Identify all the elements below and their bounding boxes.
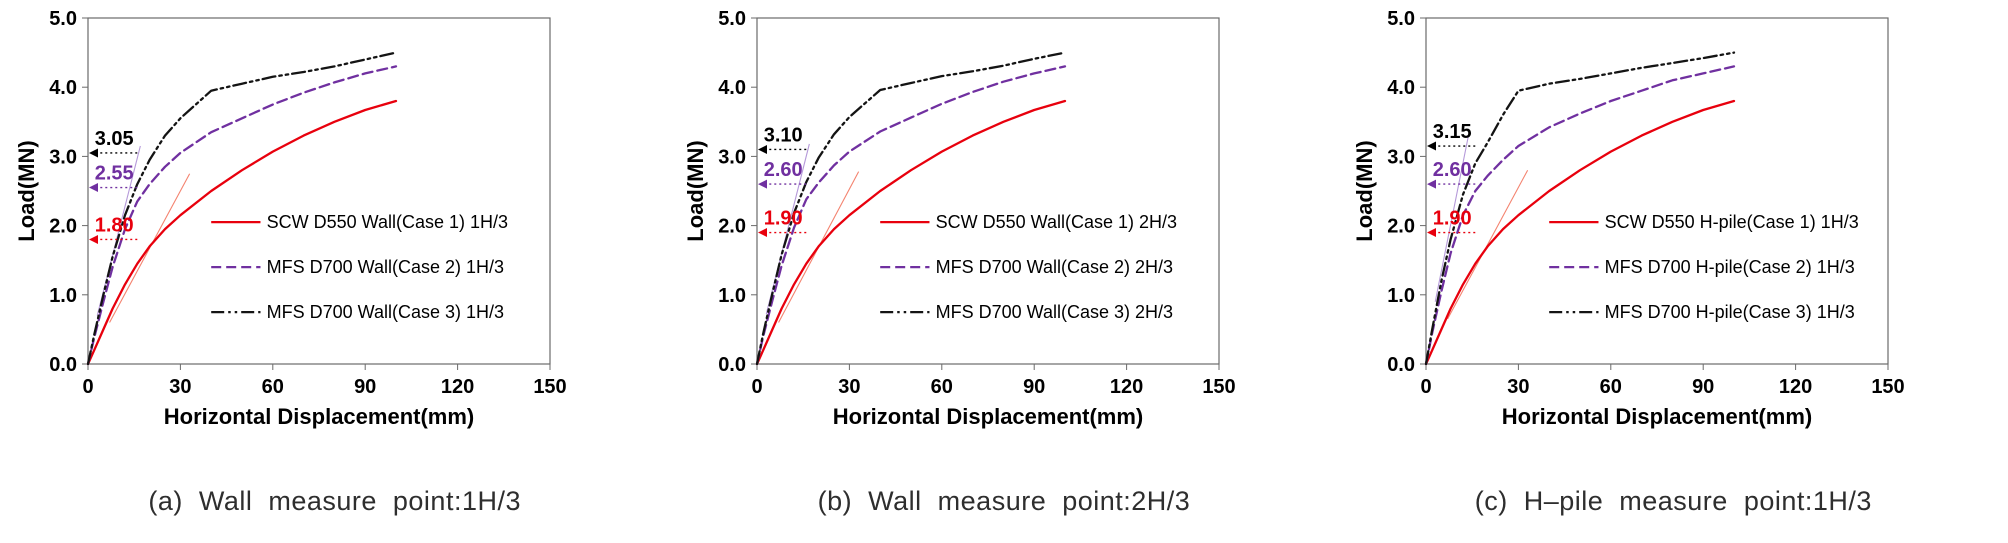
x-tick-label: 90	[1692, 376, 1714, 398]
y-tick-label: 2.0	[718, 216, 746, 238]
guide-line	[1435, 132, 1470, 302]
series-line	[86, 99, 397, 366]
guide-line	[1447, 169, 1529, 320]
series-line	[1425, 99, 1736, 366]
y-tick-label: 0.0	[718, 354, 746, 376]
y-tick-label: 0.0	[49, 354, 77, 376]
figure-panel-a: 0 30 60 90 120 150 0.0 1.0 2.0 3.0 4.0 5.0 Horizonta…	[0, 0, 669, 543]
chart-svg: 0 30 60 90 120 150 0.0 1.0 2.0 3.0 4.0 5.0 Horizonta…	[683, 8, 1236, 429]
annotation-arrowhead	[757, 179, 767, 189]
annotation-arrowhead	[757, 144, 767, 154]
y-tick-label: 4.0	[49, 77, 77, 99]
chart-svg: 0 30 60 90 120 150 0.0 1.0 2.0 3.0 4.0 5.0 Horizonta…	[1352, 8, 1905, 429]
annotation-label: 2.60	[764, 159, 803, 181]
annotation-arrowhead	[1427, 228, 1437, 238]
y-tick-label: 2.0	[1388, 216, 1416, 238]
legend-label: SCW D550 Wall(Case 1) 1H/3	[266, 212, 507, 232]
annotation-label: 2.55	[94, 163, 133, 185]
annotation-arrowhead	[1427, 179, 1437, 189]
x-tick-label: 0	[1421, 376, 1432, 398]
x-tick-label: 30	[838, 376, 860, 398]
y-tick-label: 5.0	[49, 8, 77, 30]
y-tick-label: 1.0	[49, 285, 77, 307]
chart-a: 0 30 60 90 120 150 0.0 1.0 2.0 3.0 4.0 5.0 Horizonta…	[10, 4, 660, 454]
y-tick-label: 0.0	[1388, 354, 1416, 376]
x-tick-label: 150	[533, 376, 566, 398]
caption-a: (a) Wall measure point:1H/3	[148, 486, 521, 516]
chart-svg: 0 30 60 90 120 150 0.0 1.0 2.0 3.0 4.0 5.0 Horizonta…	[14, 8, 567, 429]
x-tick-label: 150	[1202, 376, 1235, 398]
series-line	[1425, 65, 1736, 366]
annotation-arrowhead	[1427, 141, 1437, 151]
legend-label: MFS D700 H-pile(Case 2) 1H/3	[1605, 257, 1855, 277]
x-tick-label: 90	[1023, 376, 1045, 398]
y-tick-label: 3.0	[718, 146, 746, 168]
x-tick-label: 30	[1508, 376, 1530, 398]
annotation-arrowhead	[88, 234, 98, 244]
y-tick-label: 5.0	[1388, 8, 1416, 30]
y-axis-title: Load(MN)	[1352, 140, 1377, 241]
x-tick-label: 120	[1110, 376, 1143, 398]
legend-label: SCW D550 H-pile(Case 1) 1H/3	[1605, 212, 1859, 232]
x-tick-label: 30	[169, 376, 191, 398]
series-line	[755, 65, 1067, 366]
legend-label: MFS D700 Wall(Case 3) 2H/3	[936, 302, 1173, 322]
series-line	[755, 51, 1067, 366]
x-tick-label: 60	[931, 376, 953, 398]
plot-border	[756, 17, 1220, 365]
x-tick-label: 60	[1600, 376, 1622, 398]
annotation-label: 1.80	[94, 214, 133, 236]
x-axis-title: Horizontal Displacement(mm)	[1502, 404, 1813, 429]
plot-border	[1425, 17, 1889, 365]
annotation-label: 3.15	[1433, 121, 1472, 143]
y-axis-title: Load(MN)	[683, 140, 708, 241]
annotation-label: 1.90	[764, 208, 803, 230]
caption-c: (c) H–pile measure point:1H/3	[1474, 486, 1872, 516]
annotation-label: 1.90	[1433, 208, 1472, 230]
series-line	[86, 65, 397, 366]
chart-b: 0 30 60 90 120 150 0.0 1.0 2.0 3.0 4.0 5.0 Horizonta…	[679, 4, 1329, 454]
legend-label: SCW D550 Wall(Case 1) 2H/3	[936, 212, 1177, 232]
annotation-label: 3.05	[94, 128, 133, 150]
x-axis-title: Horizontal Displacement(mm)	[163, 404, 474, 429]
x-axis-title: Horizontal Displacement(mm)	[833, 404, 1144, 429]
y-tick-label: 5.0	[718, 8, 746, 30]
legend-label: MFS D700 Wall(Case 2) 2H/3	[936, 257, 1173, 277]
y-tick-label: 3.0	[49, 146, 77, 168]
legend-label: MFS D700 H-pile(Case 3) 1H/3	[1605, 302, 1855, 322]
x-tick-label: 60	[261, 376, 283, 398]
y-tick-label: 4.0	[1388, 77, 1416, 99]
annotation-arrowhead	[88, 148, 98, 158]
x-tick-label: 0	[82, 376, 93, 398]
chart-c: 0 30 60 90 120 150 0.0 1.0 2.0 3.0 4.0 5.0 Horizonta…	[1348, 4, 1998, 454]
plot-border	[87, 17, 551, 365]
legend-label: MFS D700 Wall(Case 3) 1H/3	[266, 302, 503, 322]
x-tick-label: 120	[1779, 376, 1812, 398]
y-tick-label: 2.0	[49, 216, 77, 238]
y-tick-label: 4.0	[718, 77, 746, 99]
series-line	[1425, 51, 1736, 366]
series-line	[86, 51, 397, 366]
x-tick-label: 90	[354, 376, 376, 398]
figure-panel-c: 0 30 60 90 120 150 0.0 1.0 2.0 3.0 4.0 5.0 Horizonta…	[1339, 0, 2008, 543]
y-tick-label: 3.0	[1388, 146, 1416, 168]
legend-label: MFS D700 Wall(Case 2) 1H/3	[266, 257, 503, 277]
y-tick-label: 1.0	[1388, 285, 1416, 307]
x-tick-label: 120	[441, 376, 474, 398]
y-tick-label: 1.0	[718, 285, 746, 307]
annotation-label: 3.10	[764, 124, 803, 146]
caption-b: (b) Wall measure point:2H/3	[817, 486, 1191, 516]
annotation-label: 2.60	[1433, 159, 1472, 181]
x-tick-label: 150	[1872, 376, 1905, 398]
figure-panel-b: 0 30 60 90 120 150 0.0 1.0 2.0 3.0 4.0 5.0 Horizonta…	[669, 0, 1338, 543]
y-axis-title: Load(MN)	[14, 140, 39, 241]
x-tick-label: 0	[751, 376, 762, 398]
annotation-arrowhead	[757, 228, 767, 238]
series-line	[755, 99, 1067, 366]
annotation-arrowhead	[88, 183, 98, 193]
